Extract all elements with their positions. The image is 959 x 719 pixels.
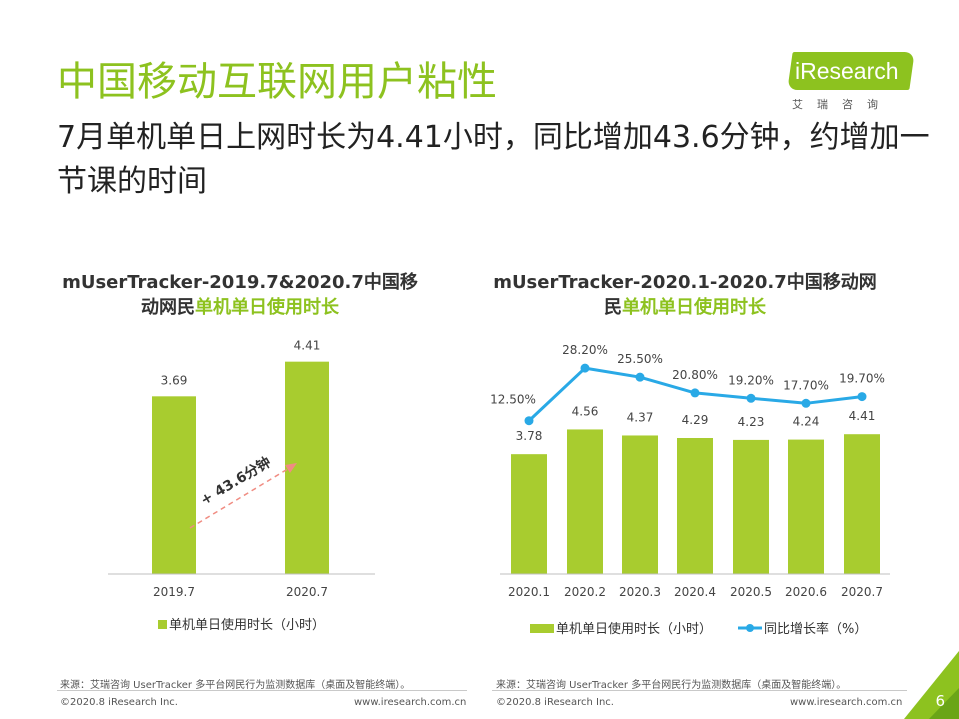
x-tick-label-2020.6: 2020.6 — [785, 585, 827, 599]
left-footer-divider — [57, 690, 467, 691]
right-legend-line-label: 同比增长率（%） — [764, 621, 867, 637]
x-tick-label-2020.4: 2020.4 — [674, 585, 716, 599]
x-tick-label-2020.5: 2020.5 — [730, 585, 772, 599]
growth-point-2020.5 — [746, 393, 756, 403]
bar-2020.1 — [511, 454, 547, 574]
right-footer-url[interactable]: www.iresearch.com.cn — [790, 697, 903, 708]
growth-label-2020.1: 12.50% — [490, 393, 536, 407]
growth-label-2020.3: 25.50% — [617, 352, 663, 366]
growth-label-2020.6: 17.70% — [783, 378, 829, 392]
bar-value-label-2019.7: 3.69 — [161, 373, 188, 387]
left-footer-copyright: ©2020.8 iResearch Inc. — [60, 697, 178, 708]
growth-point-2020.1 — [524, 416, 534, 426]
x-tick-label-2020.3: 2020.3 — [619, 585, 661, 599]
growth-label-2020.7: 19.70% — [839, 372, 885, 386]
logo-subtitle: 艾瑞咨询 — [792, 98, 892, 111]
right-chart-title: mUserTracker-2020.1-2020.7中国移动网民单机单日使用时长 — [485, 270, 885, 320]
right-footer-source: 来源：艾瑞咨询 UserTracker 多平台网民行为监测数据库（桌面及智能终端… — [496, 680, 847, 691]
bar-value-label-2020.2: 4.56 — [572, 404, 599, 418]
growth-label-2020.5: 19.20% — [728, 373, 774, 387]
bar-value-label-2020.1: 3.78 — [516, 429, 543, 443]
x-tick-label-2020.1: 2020.1 — [508, 585, 550, 599]
bar-value-label-2020.6: 4.24 — [793, 415, 820, 429]
bar-2020.3 — [622, 435, 658, 574]
right-legend-bar-label: 单机单日使用时长（小时） — [556, 621, 712, 637]
bar-value-label-2020.4: 4.29 — [682, 413, 709, 427]
growth-arrow-head — [285, 463, 297, 473]
page-number: 6 — [935, 692, 945, 710]
growth-point-2020.7 — [857, 392, 867, 402]
x-tick-label-2020.7: 2020.7 — [841, 585, 883, 599]
bar-value-label-2020.3: 4.37 — [627, 410, 654, 424]
left-legend-swatch — [158, 620, 167, 629]
bar-2020.7 — [844, 434, 880, 574]
right-chart-title-plain: mUserTracker-2020.1-2020.7中国移动网民 — [493, 272, 877, 318]
right-footer-copyright: ©2020.8 iResearch Inc. — [496, 697, 614, 708]
growth-label-2020.4: 20.80% — [672, 368, 718, 382]
growth-label-2020.2: 28.20% — [562, 343, 608, 357]
iresearch-logo: iResearch 艾瑞咨询 — [787, 52, 915, 112]
bar-value-label-2020.7: 4.41 — [294, 339, 321, 353]
right-legend-bar-swatch — [530, 624, 554, 633]
right-legend-line-marker — [746, 624, 754, 632]
bar-2020.4 — [677, 438, 713, 574]
left-footer-source: 来源：艾瑞咨询 UserTracker 多平台网民行为监测数据库（桌面及智能终端… — [60, 680, 411, 691]
left-footer-url[interactable]: www.iresearch.com.cn — [354, 697, 467, 708]
growth-point-2020.3 — [635, 372, 645, 382]
left-chart-title: mUserTracker-2019.7&2020.7中国移动网民单机单日使用时长 — [55, 270, 425, 320]
x-tick-label-2019.7: 2019.7 — [153, 585, 195, 599]
left-chart-title-plain: mUserTracker-2019.7&2020.7中国移动网民 — [62, 272, 418, 318]
right-chart-title-highlight: 单机单日使用时长 — [622, 297, 766, 318]
page-title: 中国移动互联网用户粘性 — [57, 59, 497, 105]
x-tick-label-2020.7: 2020.7 — [286, 585, 328, 599]
growth-point-2020.6 — [801, 398, 811, 408]
x-tick-label-2020.2: 2020.2 — [564, 585, 606, 599]
bar-2019.7 — [152, 396, 196, 574]
bar-2020.2 — [567, 429, 603, 574]
bar-2020.5 — [733, 439, 769, 574]
growth-arrow-line — [189, 466, 292, 529]
page-subtitle: 7月单机单日上网时长为4.41小时，同比增加43.6分钟，约增加一节课的时间 — [57, 120, 930, 199]
growth-point-2020.2 — [580, 363, 590, 373]
bar-2020.6 — [788, 439, 824, 574]
right-footer-divider — [492, 690, 907, 691]
left-legend-label: 单机单日使用时长（小时） — [169, 617, 325, 633]
growth-point-2020.4 — [690, 388, 700, 398]
logo-name: iResearch — [795, 58, 899, 84]
bar-value-label-2020.7: 4.41 — [849, 409, 876, 423]
left-chart-title-highlight: 单机单日使用时长 — [195, 297, 339, 318]
bar-value-label-2020.5: 4.23 — [738, 415, 765, 429]
